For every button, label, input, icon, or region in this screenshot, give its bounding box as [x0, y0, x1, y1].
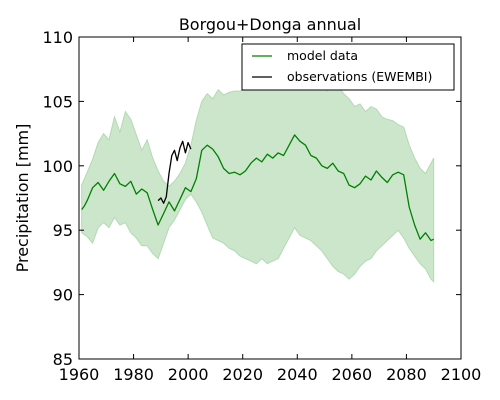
- y-tick-label: 105: [42, 92, 73, 111]
- legend-observations-label: observations (EWEMBI): [287, 69, 432, 84]
- x-tick-label: 1980: [113, 365, 154, 384]
- y-tick-label: 85: [53, 350, 73, 369]
- y-tick-label: 95: [53, 221, 73, 240]
- y-axis-label: Precipitation [mm]: [13, 124, 32, 273]
- legend-box: [241, 43, 455, 91]
- chart-title: Borgou+Donga annual: [179, 15, 361, 34]
- x-tick-label: 2080: [386, 365, 427, 384]
- observations-line: [157, 140, 192, 204]
- legend-model-label: model data: [287, 48, 358, 63]
- y-tick-label: 100: [42, 157, 73, 176]
- axes: 1960 1980 2000 2020 2040 2060 2080 2100 85 90 95 10…: [42, 28, 481, 384]
- x-tick-label: 2000: [168, 365, 209, 384]
- model-data-line: [81, 134, 434, 242]
- model-range-band: [81, 59, 435, 283]
- x-tick-label: 2020: [222, 365, 263, 384]
- x-tick-label: 2100: [441, 365, 482, 384]
- x-tick-label: 1960: [59, 365, 100, 384]
- y-tick-label: 90: [53, 286, 73, 305]
- y-tick-label: 110: [42, 28, 73, 47]
- axes-frame: [78, 36, 462, 360]
- x-tick-label: 2040: [277, 365, 318, 384]
- legend: model data observations (EWEMBI): [241, 43, 455, 91]
- x-tick-label: 2060: [331, 365, 372, 384]
- plot-area: [81, 59, 435, 283]
